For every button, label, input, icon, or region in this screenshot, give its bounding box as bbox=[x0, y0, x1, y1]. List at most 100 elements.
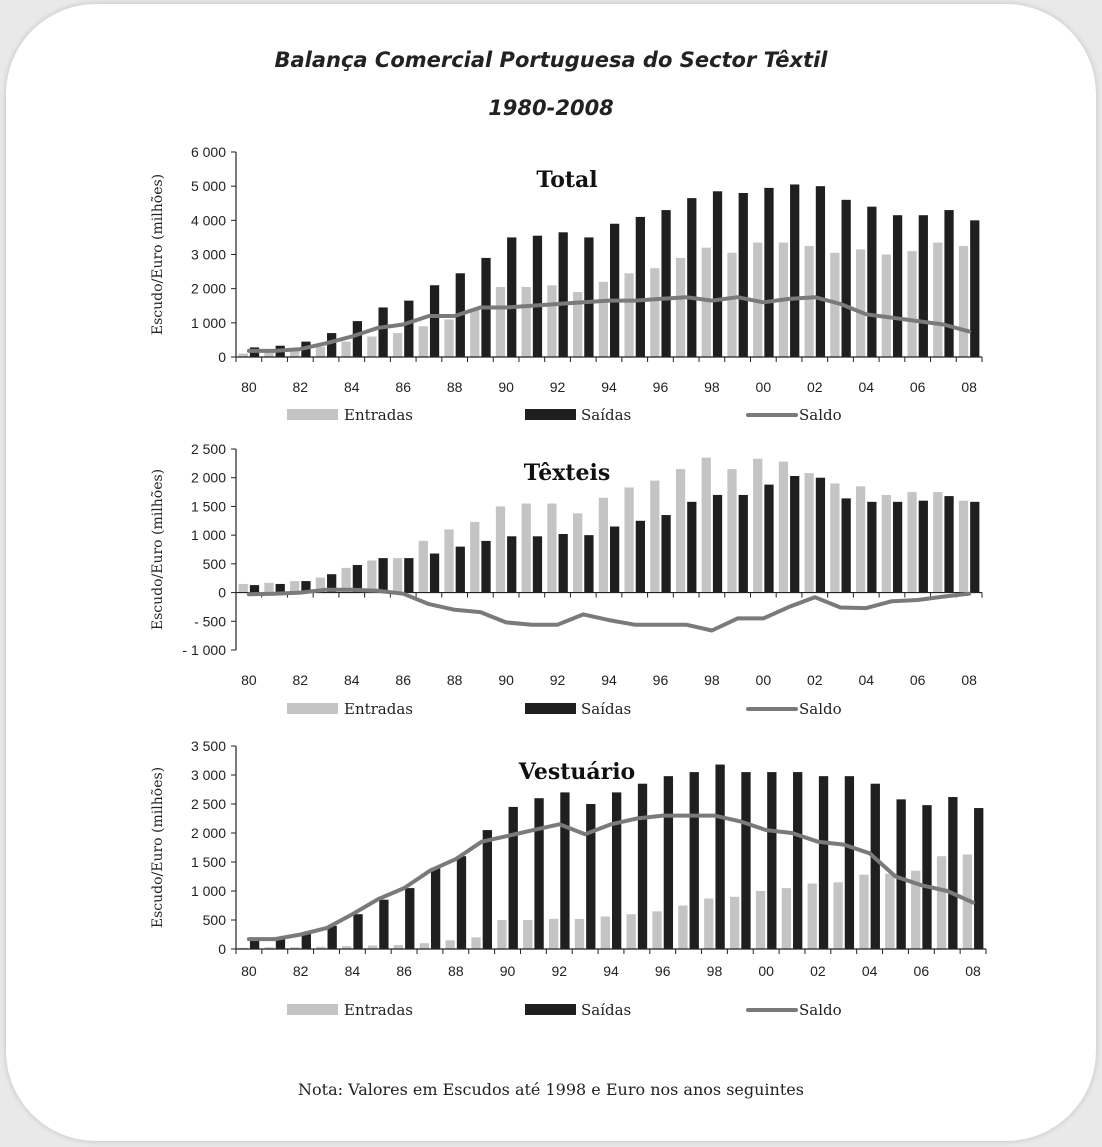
y-tick-label: 2 500 bbox=[191, 796, 226, 812]
bar-entradas bbox=[290, 947, 300, 949]
bar-saidas bbox=[275, 937, 286, 949]
bar-saidas bbox=[532, 235, 543, 357]
x-tick-label: 04 bbox=[858, 672, 874, 688]
bar-entradas bbox=[855, 486, 866, 593]
bar-saidas bbox=[532, 536, 543, 593]
bar-entradas bbox=[392, 333, 403, 357]
x-tick-label: 06 bbox=[914, 963, 930, 979]
y-tick-label: 0 bbox=[218, 941, 226, 957]
bar-entradas bbox=[471, 937, 481, 949]
x-tick-label: 90 bbox=[498, 379, 514, 395]
y-tick-label: 1 500 bbox=[191, 854, 226, 870]
bar-entradas bbox=[445, 940, 455, 949]
chart-panel-0: Total Escudo/Euro (milhões) 0 1 000 2 000 3 0… bbox=[150, 144, 983, 424]
x-tick-label: 84 bbox=[344, 379, 360, 395]
bar-saidas bbox=[404, 558, 414, 593]
bar-saidas bbox=[635, 520, 645, 593]
bar-entradas bbox=[315, 577, 326, 593]
bar-entradas bbox=[833, 882, 843, 949]
bar-entradas bbox=[419, 943, 429, 949]
y-tick-label: 3 000 bbox=[191, 767, 226, 783]
bar-entradas bbox=[727, 469, 737, 593]
bar-saidas bbox=[507, 237, 517, 357]
bar-entradas bbox=[675, 257, 686, 357]
x-tick-label: 94 bbox=[601, 379, 617, 395]
y-tick-label: 1 000 bbox=[191, 527, 226, 543]
bar-entradas bbox=[807, 883, 817, 949]
bar-saidas bbox=[584, 237, 594, 357]
bar-entradas bbox=[753, 458, 763, 593]
x-tick-label: 88 bbox=[448, 963, 464, 979]
bar-saidas bbox=[815, 186, 826, 357]
bar-entradas bbox=[650, 268, 660, 357]
bar-saidas bbox=[767, 772, 777, 949]
bar-saidas bbox=[793, 772, 803, 949]
bar-entradas bbox=[444, 319, 454, 357]
bar-entradas bbox=[367, 336, 377, 357]
bar-entradas bbox=[548, 918, 559, 949]
bar-saidas bbox=[712, 191, 723, 357]
bar-entradas bbox=[392, 558, 403, 593]
bar-entradas bbox=[497, 920, 507, 949]
x-tick-label: 86 bbox=[395, 672, 411, 688]
bar-entradas bbox=[907, 492, 917, 593]
x-tick-label: 94 bbox=[603, 963, 619, 979]
bar-saidas bbox=[404, 300, 414, 357]
bar-entradas bbox=[781, 888, 792, 949]
bar-entradas bbox=[523, 920, 533, 949]
legend-label-saidas: Saídas bbox=[581, 1001, 631, 1019]
x-tick-label: 02 bbox=[807, 672, 823, 688]
chart-panel-1: Têxteis Escudo/Euro (milhões) - 1 000 - 500… bbox=[150, 441, 983, 718]
bar-saidas bbox=[687, 501, 697, 593]
bar-saidas bbox=[249, 940, 260, 949]
bar-entradas bbox=[704, 898, 714, 949]
y-tick-label: 4 000 bbox=[191, 212, 226, 228]
y-tick-label: 5 000 bbox=[191, 178, 226, 194]
bar-saidas bbox=[944, 496, 954, 593]
bar-saidas bbox=[353, 914, 363, 949]
bar-entradas bbox=[238, 353, 248, 357]
bar-saidas bbox=[610, 223, 620, 357]
bar-entradas bbox=[701, 247, 711, 357]
x-tick-label: 82 bbox=[293, 963, 309, 979]
footnote: Nota: Valores em Escudos até 1998 e Euro… bbox=[298, 1080, 804, 1099]
line-saldo bbox=[246, 587, 972, 633]
bar-saidas bbox=[661, 210, 671, 357]
bar-entradas bbox=[547, 503, 557, 593]
line-saldo bbox=[246, 813, 976, 942]
y-tick-label: 2 000 bbox=[191, 470, 226, 486]
bar-saidas bbox=[275, 583, 285, 593]
bar-saidas bbox=[841, 199, 851, 357]
bar-entradas bbox=[830, 252, 840, 357]
bar-entradas bbox=[573, 292, 583, 357]
bar-entradas bbox=[418, 326, 428, 357]
x-tick-label: 86 bbox=[395, 379, 411, 395]
bar-entradas bbox=[701, 457, 711, 593]
bar-saidas bbox=[867, 501, 877, 593]
chart-title: Balança Comercial Portuguesa do Sector T… bbox=[274, 48, 828, 72]
bar-entradas bbox=[547, 285, 557, 357]
legend-swatch-saidas bbox=[525, 1004, 576, 1015]
bar-entradas bbox=[367, 560, 377, 593]
bar-entradas bbox=[600, 916, 610, 949]
bar-entradas bbox=[650, 480, 660, 593]
bar-entradas bbox=[393, 944, 404, 949]
bar-saidas bbox=[534, 798, 544, 949]
x-tick-label: 92 bbox=[550, 379, 566, 395]
bar-saidas bbox=[844, 776, 855, 949]
bar-saidas bbox=[378, 307, 388, 357]
legend-label-entradas: Entradas bbox=[344, 700, 413, 718]
panel-title: Total bbox=[536, 167, 597, 193]
bar-saidas bbox=[455, 546, 465, 593]
bar-entradas bbox=[933, 242, 943, 357]
bar-saidas bbox=[430, 867, 441, 949]
bar-saidas bbox=[738, 193, 748, 357]
bar-saidas bbox=[405, 888, 415, 949]
x-tick-label: 00 bbox=[758, 963, 774, 979]
x-tick-label: 96 bbox=[653, 379, 669, 395]
legend-label-saldo: Saldo bbox=[799, 1001, 842, 1019]
bar-entradas bbox=[315, 346, 326, 357]
y-tick-label: 0 bbox=[218, 585, 226, 601]
y-tick-label: 1 000 bbox=[191, 315, 226, 331]
bar-entradas bbox=[444, 529, 454, 593]
